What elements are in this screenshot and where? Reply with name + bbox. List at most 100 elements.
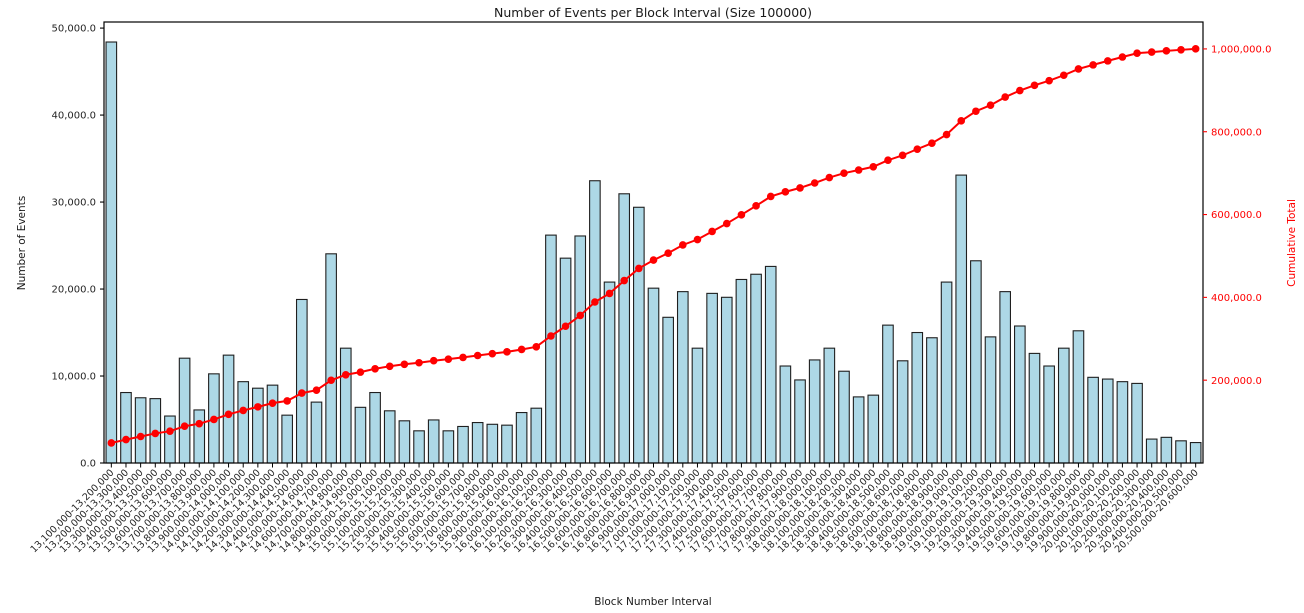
cumulative-marker bbox=[693, 235, 702, 244]
event-bar bbox=[735, 278, 748, 464]
event-bar bbox=[589, 180, 601, 464]
cumulative-marker bbox=[1030, 81, 1039, 90]
cumulative-marker bbox=[825, 173, 834, 182]
event-bar bbox=[1175, 440, 1187, 464]
x-axis-label: Block Number Interval bbox=[594, 596, 711, 608]
event-bar bbox=[266, 384, 279, 464]
cumulative-marker bbox=[122, 435, 130, 444]
cumulative-marker bbox=[1016, 86, 1024, 95]
cumulative-marker bbox=[532, 343, 541, 351]
event-bar bbox=[1145, 438, 1158, 464]
cumulative-marker bbox=[459, 353, 467, 362]
event-bar bbox=[867, 394, 880, 464]
y-right-tick-label: 600,000.0 bbox=[1211, 210, 1262, 221]
cumulative-marker bbox=[752, 202, 760, 210]
event-bar bbox=[252, 387, 264, 464]
event-bar bbox=[501, 424, 513, 464]
cumulative-marker bbox=[429, 356, 438, 365]
event-bar bbox=[383, 410, 396, 464]
cumulative-marker bbox=[312, 386, 321, 395]
cumulative-marker bbox=[972, 107, 980, 116]
y-axis-label-right: Cumulative Total bbox=[1286, 199, 1298, 287]
event-bar bbox=[808, 359, 821, 464]
event-bar bbox=[1087, 376, 1099, 464]
event-bar bbox=[896, 360, 909, 464]
cumulative-marker bbox=[224, 410, 233, 419]
event-bar bbox=[882, 324, 894, 464]
cumulative-marker bbox=[1089, 61, 1097, 69]
event-bar bbox=[852, 396, 865, 464]
y-right-tick-label: 1,000,000.0 bbox=[1211, 45, 1271, 56]
event-bar bbox=[325, 253, 337, 464]
cumulative-marker bbox=[371, 364, 379, 373]
cumulative-marker bbox=[898, 151, 907, 160]
cumulative-marker bbox=[781, 188, 790, 196]
event-bar bbox=[559, 257, 572, 464]
cumulative-marker bbox=[1147, 48, 1156, 56]
event-bar bbox=[940, 281, 953, 464]
cumulative-marker bbox=[341, 370, 350, 379]
cumulative-marker bbox=[488, 349, 497, 358]
cumulative-marker bbox=[180, 422, 189, 431]
cumulative-marker bbox=[151, 429, 160, 438]
cumulative-marker bbox=[737, 211, 746, 219]
cumulative-marker bbox=[649, 256, 658, 264]
cumulative-marker bbox=[840, 169, 848, 177]
cumulative-marker bbox=[400, 360, 409, 369]
cumulative-marker bbox=[547, 332, 555, 340]
event-bar bbox=[794, 379, 806, 464]
event-bar bbox=[310, 401, 323, 464]
event-bar bbox=[633, 206, 645, 464]
event-bar bbox=[486, 423, 499, 464]
event-bar bbox=[164, 415, 176, 464]
cumulative-marker bbox=[810, 179, 819, 187]
cumulative-marker bbox=[679, 241, 687, 249]
event-bar bbox=[398, 420, 411, 464]
event-bar bbox=[1131, 382, 1143, 464]
cumulative-marker bbox=[708, 227, 716, 236]
cumulative-marker bbox=[517, 345, 526, 354]
cumulative-marker bbox=[605, 289, 614, 298]
event-bar bbox=[120, 391, 132, 464]
event-bar bbox=[574, 235, 587, 464]
cumulative-marker bbox=[884, 156, 892, 165]
cumulative-marker bbox=[869, 162, 878, 171]
cumulative-marker bbox=[298, 389, 306, 397]
event-bar bbox=[515, 411, 528, 464]
event-bar bbox=[750, 273, 762, 464]
event-bar bbox=[1101, 378, 1114, 464]
cumulative-marker bbox=[503, 348, 511, 356]
event-bar bbox=[1014, 325, 1026, 464]
event-bar bbox=[926, 337, 938, 464]
event-bar bbox=[779, 365, 792, 464]
event-bar bbox=[442, 430, 455, 464]
event-bar bbox=[1028, 352, 1041, 464]
event-bar bbox=[295, 298, 308, 464]
cumulative-marker bbox=[444, 355, 453, 363]
event-bar bbox=[222, 354, 235, 464]
cumulative-marker bbox=[415, 358, 423, 367]
event-bar bbox=[178, 357, 191, 464]
cumulative-marker bbox=[722, 219, 731, 228]
cumulative-marker bbox=[1045, 76, 1053, 85]
cumulative-marker bbox=[928, 139, 936, 147]
event-bar bbox=[676, 291, 689, 464]
event-bar bbox=[193, 409, 206, 464]
cumulative-marker bbox=[1059, 71, 1068, 80]
event-bar bbox=[970, 260, 982, 464]
chart-title: Number of Events per Block Interval (Siz… bbox=[494, 5, 812, 20]
cumulative-marker bbox=[327, 376, 335, 385]
y-axis-label-left: Number of Events bbox=[16, 196, 28, 291]
cumulative-marker bbox=[664, 249, 672, 257]
y-right-tick-label: 400,000.0 bbox=[1211, 293, 1262, 304]
event-bar bbox=[457, 425, 469, 464]
cumulative-marker bbox=[239, 406, 248, 415]
cumulative-marker bbox=[942, 130, 951, 139]
cumulative-marker bbox=[1133, 49, 1141, 58]
event-bar bbox=[955, 174, 968, 464]
cumulative-marker bbox=[576, 311, 585, 320]
event-bar bbox=[662, 316, 674, 464]
cumulative-marker bbox=[254, 403, 262, 411]
event-bar bbox=[134, 397, 147, 464]
